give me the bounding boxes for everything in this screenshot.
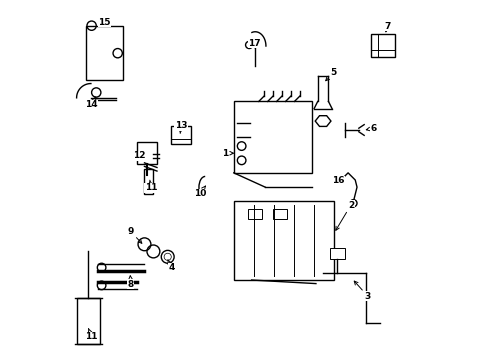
Text: 8: 8 — [127, 276, 134, 289]
Text: 4: 4 — [167, 260, 174, 272]
Text: 6: 6 — [366, 124, 376, 133]
Text: 14: 14 — [85, 97, 98, 109]
Text: 11: 11 — [85, 329, 98, 341]
Text: 16: 16 — [331, 176, 344, 185]
Text: 1: 1 — [222, 149, 233, 158]
Bar — [233, 102, 312, 173]
Text: 10: 10 — [193, 186, 205, 198]
Text: 17: 17 — [248, 39, 260, 49]
Text: 2: 2 — [335, 201, 353, 230]
Bar — [144, 169, 153, 194]
Bar — [171, 126, 190, 144]
Text: 9: 9 — [127, 227, 142, 243]
Bar — [233, 202, 333, 280]
Text: 11: 11 — [144, 180, 157, 192]
Bar — [272, 208, 287, 219]
Bar — [85, 26, 123, 80]
Text: 12: 12 — [133, 151, 145, 160]
Bar — [247, 208, 262, 219]
Text: 5: 5 — [325, 68, 336, 81]
Text: 3: 3 — [353, 281, 370, 301]
Bar — [137, 143, 157, 164]
Text: 13: 13 — [174, 121, 187, 134]
Bar — [77, 298, 100, 344]
Bar — [329, 248, 344, 258]
Text: 15: 15 — [98, 18, 110, 27]
Text: 7: 7 — [384, 22, 390, 32]
Bar — [370, 33, 394, 57]
